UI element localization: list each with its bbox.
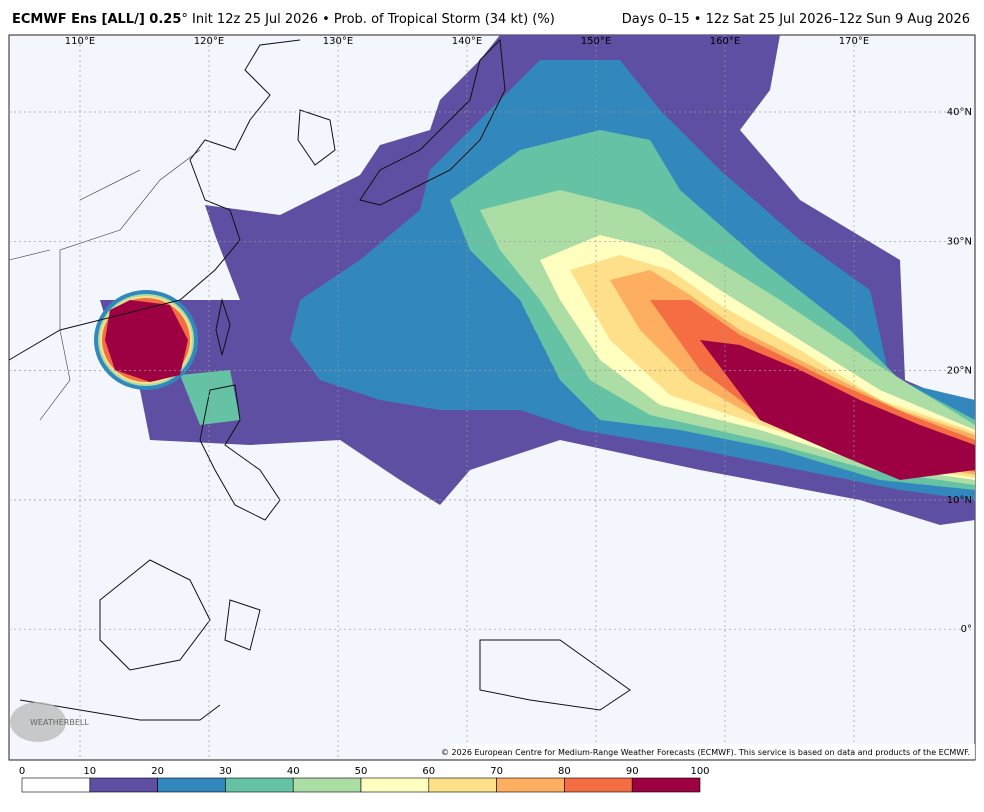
logo: WEATHERBELL <box>10 702 89 742</box>
colorbar-tick-label: 0 <box>19 766 25 777</box>
lon-label: 160°E <box>710 36 740 47</box>
probability-contour <box>180 370 240 425</box>
lon-label: 150°E <box>581 36 611 47</box>
colorbar-swatch <box>631 777 701 793</box>
logo-text: WEATHERBELL <box>30 718 89 727</box>
colorbar-swatch <box>225 777 294 793</box>
colorbar-tick-label: 50 <box>355 766 368 777</box>
colorbar-tick-label: 80 <box>558 766 571 777</box>
lat-label: 40°N <box>947 107 972 118</box>
colorbar: 0 10 20 30 40 50 60 70 80 90 100 <box>19 766 710 793</box>
colorbar-swatch <box>496 777 565 793</box>
colorbar-swatch <box>564 777 633 793</box>
lat-label: 30°N <box>947 236 972 247</box>
title-bold: ECMWF Ens [ALL/] 0.25 <box>12 12 181 27</box>
lon-label: 140°E <box>452 36 482 47</box>
lat-label: 20°N <box>947 366 972 377</box>
coastlines <box>8 38 631 721</box>
copyright-bg <box>450 744 975 759</box>
colorbar-tick-label: 20 <box>151 766 164 777</box>
colorbar-tick-label: 100 <box>690 766 709 777</box>
colorbar-tick-label: 90 <box>626 766 639 777</box>
colorbar-swatch <box>157 777 226 793</box>
colorbar-swatch <box>428 777 497 793</box>
lon-label: 130°E <box>323 36 353 47</box>
colorbar-tick-label: 30 <box>219 766 232 777</box>
colorbar-tick-label: 60 <box>422 766 435 777</box>
colorbar-swatch <box>89 777 158 793</box>
colorbar-swatch <box>21 777 91 793</box>
period: Days 0–15 • 12z Sat 25 Jul 2026–12z Sun … <box>622 12 970 27</box>
copyright: © 2026 European Centre for Medium-Range … <box>441 748 970 757</box>
probability-field <box>94 35 975 525</box>
lat-label: 0° <box>961 624 972 635</box>
probability-contour <box>700 340 975 480</box>
colorbar-tick-label: 70 <box>490 766 503 777</box>
lon-label: 110°E <box>65 36 95 47</box>
probability-contour <box>105 300 188 382</box>
lon-label: 120°E <box>194 36 224 47</box>
colorbar-swatch <box>360 777 430 793</box>
title-rest: ° Init 12z 25 Jul 2026 • Prob. of Tropic… <box>181 12 554 27</box>
colorbar-tick-label: 10 <box>83 766 96 777</box>
colorbar-swatch <box>292 777 362 793</box>
lon-label: 170°E <box>839 36 869 47</box>
lat-label: 10°N <box>947 495 972 506</box>
graticule: 110°E 120°E 130°E 140°E 150°E 160°E 170°E 40°N 3… <box>9 35 975 760</box>
title: ECMWF Ens [ALL/] 0.25° Init 12z 25 Jul 2… <box>12 12 555 27</box>
colorbar-tick-label: 40 <box>287 766 300 777</box>
